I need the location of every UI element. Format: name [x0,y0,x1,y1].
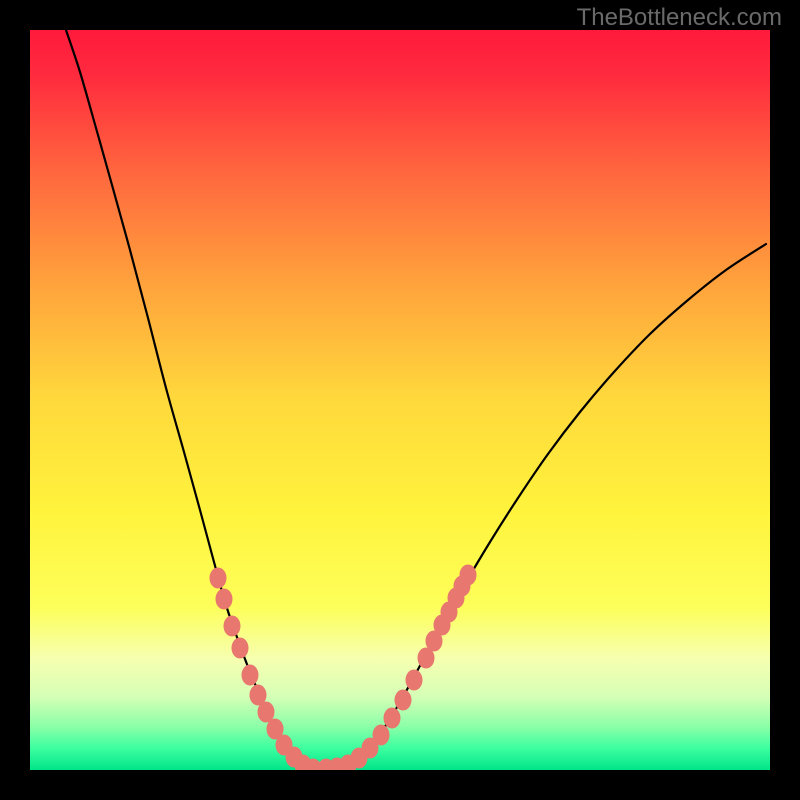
marker-right [406,670,422,690]
marker-right [460,565,476,585]
marker-right [384,708,400,728]
chart-stage: TheBottleneck.com [0,0,800,800]
watermark-text: TheBottleneck.com [577,4,782,32]
chart-svg [0,0,800,800]
marker-left [216,589,232,609]
marker-left [224,616,240,636]
marker-left [242,665,258,685]
marker-left [210,568,226,588]
marker-right [373,725,389,745]
marker-right [395,690,411,710]
marker-left [258,702,274,722]
marker-left [232,638,248,658]
gradient-bg [30,30,770,770]
